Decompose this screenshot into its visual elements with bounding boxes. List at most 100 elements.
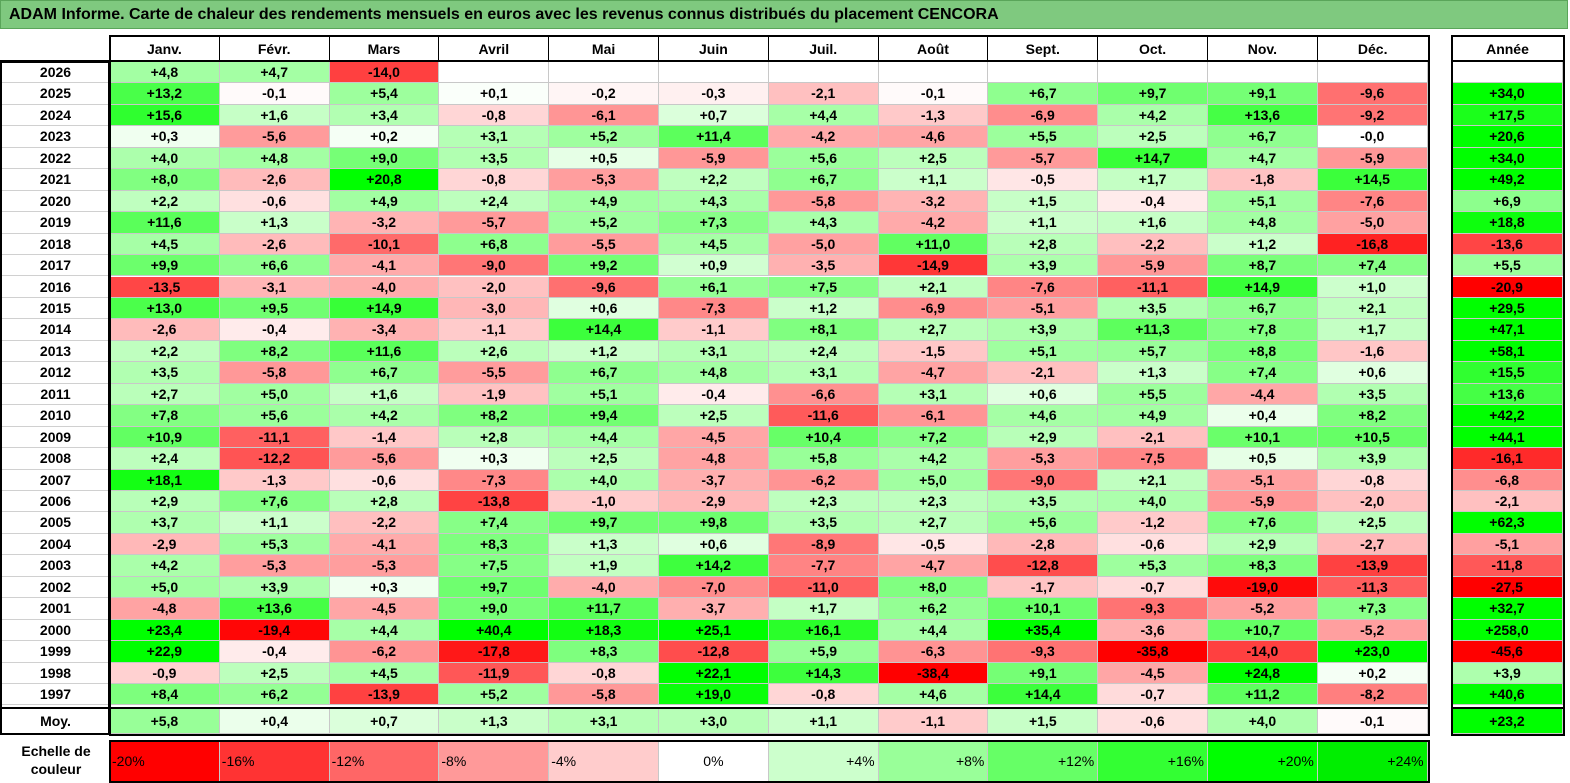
heatmap-cell: -2,2: [1098, 233, 1208, 256]
heatmap-cell: +11,6: [110, 212, 220, 234]
year-row-label: 2023: [2, 126, 109, 148]
heatmap-cell: -1,4: [329, 426, 440, 449]
heatmap-cell: -13,9: [329, 684, 440, 706]
heatmap-cell: +2,8: [988, 233, 1099, 256]
heatmap-cell: -5,9: [659, 147, 769, 170]
heatmap-cell: +14,9: [1208, 276, 1318, 298]
heatmap-cell: +9,7: [439, 576, 550, 599]
heatmap-cell: -9,3: [988, 641, 1099, 663]
heatmap-cell: +2,5: [878, 147, 989, 170]
heatmap-cell: +9,1: [988, 662, 1099, 685]
heatmap-cell: -2,0: [1317, 491, 1428, 513]
heatmap-cell: -0,6: [1098, 707, 1208, 734]
month-header: Juil.: [768, 37, 879, 61]
heatmap-cell: -13,9: [1317, 555, 1428, 577]
heatmap-cell: +0,5: [549, 147, 659, 170]
year-row-label: 2001: [2, 598, 109, 620]
color-scale-stop: +16%: [1098, 741, 1208, 782]
year-row-label: 1998: [2, 662, 109, 685]
heatmap-cell: +0,9: [659, 255, 769, 277]
heatmap-cell: +9,4: [549, 405, 659, 427]
year-total-cell: +49,2: [1452, 169, 1563, 191]
heatmap-cell: -8,9: [768, 533, 879, 556]
heatmap-cell: -0,8: [768, 684, 879, 706]
heatmap-cell: -5,3: [549, 169, 659, 191]
month-header: Sept.: [988, 37, 1099, 61]
year-row-label: 2014: [2, 319, 109, 341]
heatmap-cell: +5,6: [219, 405, 330, 427]
heatmap-cell: -9,2: [1317, 104, 1428, 127]
heatmap-cell: +2,4: [439, 190, 550, 213]
heatmap-cell: +4,4: [549, 426, 659, 449]
month-header: Mai: [549, 37, 659, 61]
heatmap-cell: +3,5: [988, 491, 1099, 513]
heatmap-cell: +24,8: [1208, 662, 1318, 685]
heatmap-cell: +3,7: [110, 512, 220, 534]
heatmap-cell: +4,8: [110, 62, 220, 84]
heatmap-cell: -2,9: [110, 533, 220, 556]
heatmap-cell: -0,5: [878, 533, 989, 556]
year-total-cell: +47,1: [1452, 319, 1563, 341]
year-total-cell: +58,1: [1452, 340, 1563, 363]
heatmap-cell: -6,9: [878, 297, 989, 320]
heatmap-cell: +5,1: [549, 383, 659, 406]
heatmap-cell: +3,5: [1098, 297, 1208, 320]
year-row-label: 2021: [2, 169, 109, 191]
heatmap-cell: +4,8: [219, 147, 330, 170]
heatmap-cell: +4,7: [1208, 147, 1318, 170]
heatmap-cell: -7,3: [659, 297, 769, 320]
heatmap-cell: -3,4: [329, 319, 440, 341]
heatmap-cell: +10,9: [110, 426, 220, 449]
heatmap-cell: +5,5: [1098, 383, 1208, 406]
heatmap-cell: -6,2: [768, 469, 879, 491]
heatmap-cell: -4,8: [110, 598, 220, 620]
year-row-label: 2006: [2, 491, 109, 513]
heatmap-cell: +1,1: [768, 707, 879, 734]
heatmap-cell: +13,6: [1208, 104, 1318, 127]
heatmap-cell: +5,3: [219, 533, 330, 556]
color-scale-stop: +8%: [878, 741, 989, 782]
heatmap-cell: -5,8: [549, 684, 659, 706]
heatmap-cell: -5,2: [1208, 598, 1318, 620]
heatmap-cell: +5,0: [219, 383, 330, 406]
year-row-label: 2020: [2, 190, 109, 213]
heatmap-cell: -4,8: [659, 448, 769, 470]
year-row-label: 1997: [2, 684, 109, 706]
heatmap-cell: -6,1: [549, 104, 659, 127]
heatmap-cell: +3,5: [439, 147, 550, 170]
heatmap-cell: -5,7: [988, 147, 1099, 170]
heatmap-cell: +15,6: [110, 104, 220, 127]
heatmap-cell: +14,7: [1098, 147, 1208, 170]
heatmap-cell: +11,3: [1098, 319, 1208, 341]
heatmap-cell: -0,1: [219, 83, 330, 105]
year-total-cell: -6,8: [1452, 469, 1563, 491]
heatmap-cell: -1,5: [878, 340, 989, 363]
heatmap-cell: +6,2: [219, 684, 330, 706]
heatmap-cell: [878, 62, 989, 84]
heatmap-cell: +5,7: [1098, 340, 1208, 363]
heatmap-cell: -2,6: [219, 169, 330, 191]
heatmap-cell: +8,3: [1208, 555, 1318, 577]
heatmap-cell: -8,2: [1317, 684, 1428, 706]
average-separator: [0, 706, 1430, 709]
heatmap-cell: +1,6: [1098, 212, 1208, 234]
heatmap-cell: -7,3: [439, 469, 550, 491]
heatmap-cell: +7,8: [110, 405, 220, 427]
heatmap-cell: +2,3: [768, 491, 879, 513]
year-row-label: 2024: [2, 104, 109, 127]
heatmap-cell: -9,0: [439, 255, 550, 277]
heatmap-cell: -7,6: [1317, 190, 1428, 213]
color-scale-stop: -4%: [549, 741, 659, 782]
year-row-label: 2008: [2, 448, 109, 470]
heatmap-cell: -2,1: [1098, 426, 1208, 449]
heatmap-cell: +8,2: [1317, 405, 1428, 427]
heatmap-cell: -11,0: [768, 576, 879, 599]
heatmap-cell: +35,4: [988, 619, 1099, 642]
color-scale-stop: -12%: [329, 741, 440, 782]
heatmap-cell: +11,4: [659, 126, 769, 148]
heatmap-cell: -2,1: [768, 83, 879, 105]
heatmap-cell: +2,3: [878, 491, 989, 513]
heatmap-cell: -0,8: [1317, 469, 1428, 491]
heatmap-cell: +3,9: [988, 255, 1099, 277]
heatmap-cell: +18,3: [549, 619, 659, 642]
